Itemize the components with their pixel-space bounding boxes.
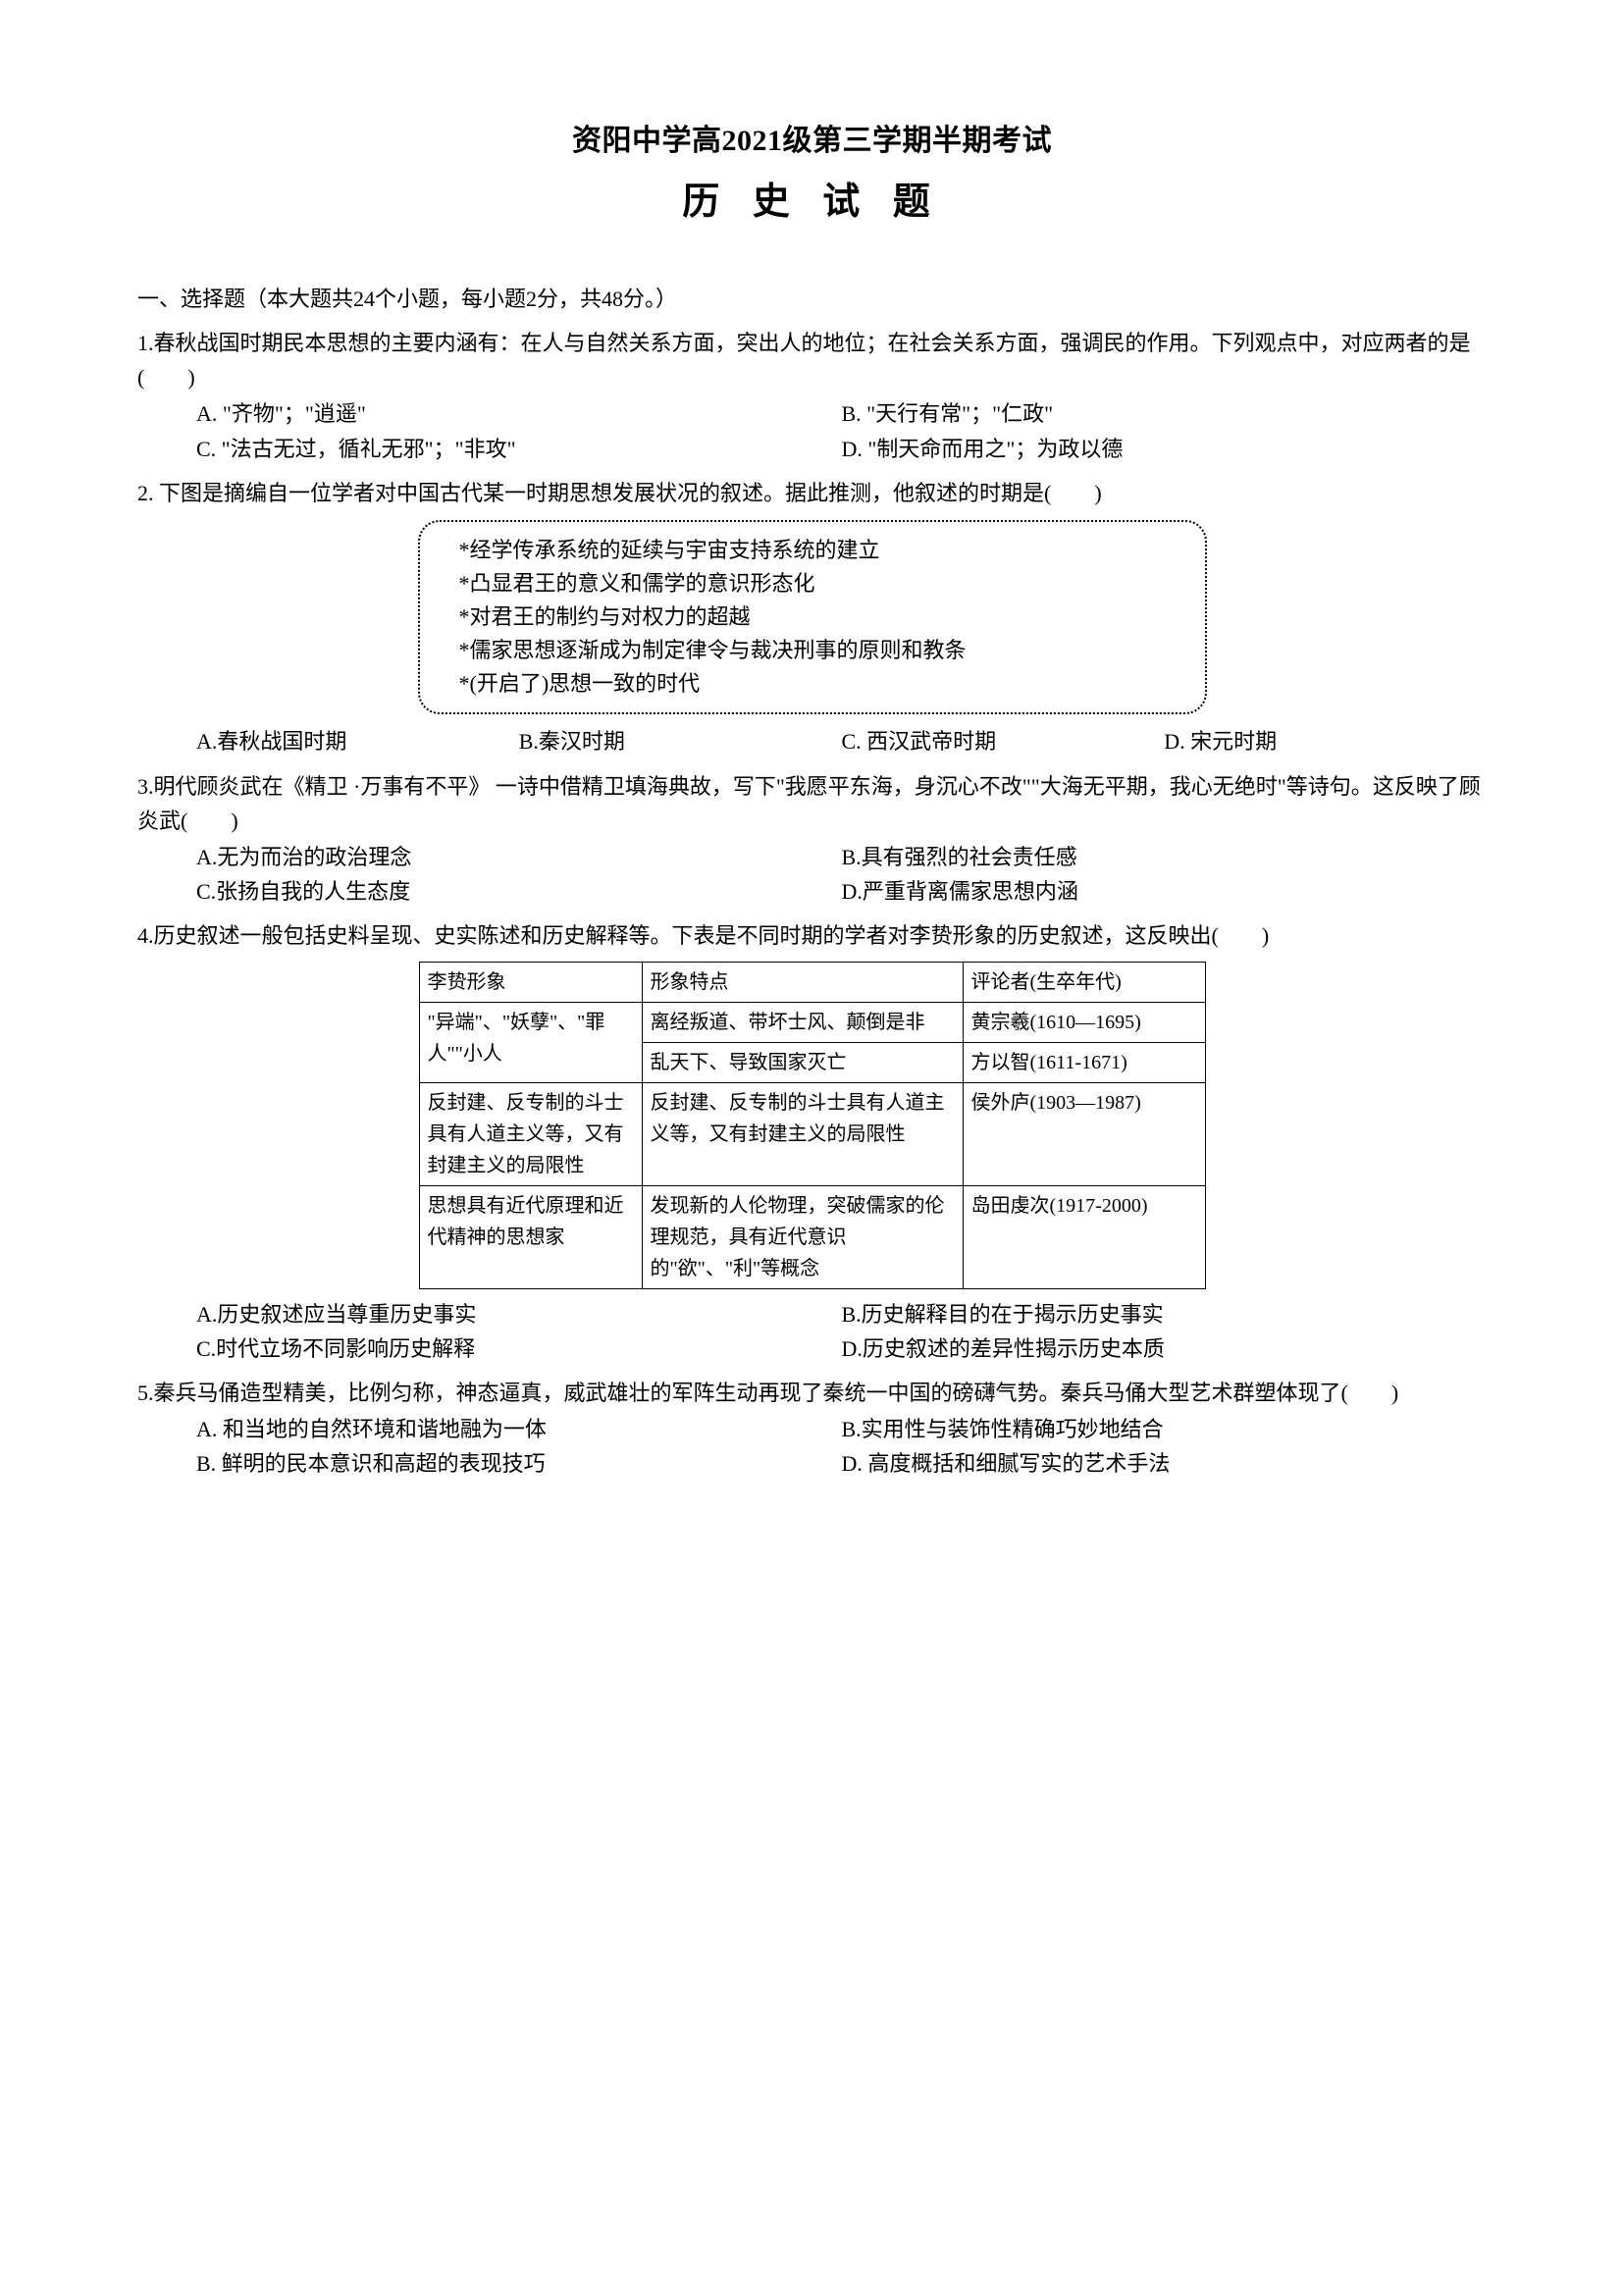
q3-opt-d: D.严重背离儒家思想内涵 <box>842 874 1488 909</box>
q4-r1c2: 离经叛道、带坏士风、颠倒是非 <box>642 1002 963 1042</box>
q3-opt-c: C.张扬自我的人生态度 <box>196 874 842 909</box>
q4-th-0: 李贽形象 <box>419 962 642 1002</box>
q1-opt-a: A. "齐物"；"逍遥" <box>196 396 842 431</box>
section-intro: 一、选择题（本大题共24个小题，每小题2分，共48分。） <box>137 282 1487 316</box>
q2-stem: 2. 下图是摘编自一位学者对中国古代某一时期思想发展状况的叙述。据此推测，他叙述… <box>137 476 1487 510</box>
q4-r1c3: 黄宗羲(1610—1695) <box>963 1002 1205 1042</box>
q1-opt-b: B. "天行有常"；"仁政" <box>842 396 1488 431</box>
q3-opt-b: B.具有强烈的社会责任感 <box>842 840 1488 874</box>
q4-opt-d: D.历史叙述的差异性揭示历史本质 <box>842 1331 1488 1366</box>
q5-opt-b: B.实用性与装饰性精确巧妙地结合 <box>842 1412 1488 1446</box>
q4-r2c3: 方以智(1611-1671) <box>963 1042 1205 1082</box>
question-1: 1.春秋战国时期民本思想的主要内涵有：在人与自然关系方面，突出人的地位；在社会关… <box>137 326 1487 466</box>
q4-opt-c: C.时代立场不同影响历史解释 <box>196 1331 842 1366</box>
q2-box-line-2: *对君王的制约与对权力的超越 <box>459 600 1166 634</box>
q4-stem: 4.历史叙述一般包括史料呈现、史实陈述和历史解释等。下表是不同时期的学者对李贽形… <box>137 918 1487 953</box>
q4-opt-b: B.历史解释目的在于揭示历史事实 <box>842 1297 1488 1331</box>
q4-th-1: 形象特点 <box>642 962 963 1002</box>
q1-opt-d: D. "制天命而用之"；为政以德 <box>842 432 1488 466</box>
question-4: 4.历史叙述一般包括史料呈现、史实陈述和历史解释等。下表是不同时期的学者对李贽形… <box>137 918 1487 1366</box>
q4-opt-a: A.历史叙述应当尊重历史事实 <box>196 1297 842 1331</box>
q4-r4c3: 岛田虔次(1917-2000) <box>963 1185 1205 1288</box>
question-3: 3.明代顾炎武在《精卫 ·万事有不平》 一诗中借精卫填海典故，写下"我愿平东海，… <box>137 769 1487 910</box>
q4-r3c3: 侯外庐(1903—1987) <box>963 1082 1205 1185</box>
q2-opt-a: A.春秋战国时期 <box>196 724 519 758</box>
q2-box-line-3: *儒家思想逐渐成为制定律令与裁决刑事的原则和教条 <box>459 634 1166 667</box>
q1-opt-c: C. "法古无过，循礼无邪"；"非攻" <box>196 432 842 466</box>
subject-title: 历 史 试 题 <box>137 173 1487 233</box>
exam-title: 资阳中学高2021级第三学期半期考试 <box>137 118 1487 165</box>
q4-r1c1: "异端"、"妖孽"、"罪人""小人 <box>419 1002 642 1082</box>
q5-opt-d: D. 高度概括和细腻写实的艺术手法 <box>842 1446 1488 1481</box>
q5-stem: 5.秦兵马俑造型精美，比例匀称，神态逼真，威武雄壮的军阵生动再现了秦统一中国的磅… <box>137 1376 1487 1410</box>
q2-box: *经学传承系统的延续与宇宙支持系统的建立 *凸显君王的意义和儒学的意识形态化 *… <box>418 520 1207 714</box>
q1-stem: 1.春秋战国时期民本思想的主要内涵有：在人与自然关系方面，突出人的地位；在社会关… <box>137 326 1487 394</box>
q3-opt-a: A.无为而治的政治理念 <box>196 840 842 874</box>
q2-box-line-4: *(开启了)思想一致的时代 <box>459 667 1166 701</box>
q4-r3c1: 反封建、反专制的斗士具有人道主义等，又有封建主义的局限性 <box>419 1082 642 1185</box>
q4-r3c2: 反封建、反专制的斗士具有人道主义等，又有封建主义的局限性 <box>642 1082 963 1185</box>
question-2: 2. 下图是摘编自一位学者对中国古代某一时期思想发展状况的叙述。据此推测，他叙述… <box>137 476 1487 759</box>
q5-opt-c: B. 鲜明的民本意识和高超的表现技巧 <box>196 1446 842 1481</box>
q4-table: 李贽形象 形象特点 评论者(生卒年代) "异端"、"妖孽"、"罪人""小人 离经… <box>419 962 1206 1289</box>
q2-opt-d: D. 宋元时期 <box>1164 724 1487 758</box>
q4-th-2: 评论者(生卒年代) <box>963 962 1205 1002</box>
q3-stem: 3.明代顾炎武在《精卫 ·万事有不平》 一诗中借精卫填海典故，写下"我愿平东海，… <box>137 769 1487 838</box>
q4-r4c1: 思想具有近代原理和近代精神的思想家 <box>419 1185 642 1288</box>
q4-r4c2: 发现新的人伦物理，突破儒家的伦理规范，具有近代意识的"欲"、"利"等概念 <box>642 1185 963 1288</box>
q2-opt-b: B.秦汉时期 <box>519 724 842 758</box>
q2-box-line-1: *凸显君王的意义和儒学的意识形态化 <box>459 567 1166 600</box>
q4-r2c2: 乱天下、导致国家灭亡 <box>642 1042 963 1082</box>
q2-box-line-0: *经学传承系统的延续与宇宙支持系统的建立 <box>459 534 1166 567</box>
q2-opt-c: C. 西汉武帝时期 <box>842 724 1165 758</box>
question-5: 5.秦兵马俑造型精美，比例匀称，神态逼真，威武雄壮的军阵生动再现了秦统一中国的磅… <box>137 1376 1487 1482</box>
q5-opt-a: A. 和当地的自然环境和谐地融为一体 <box>196 1412 842 1446</box>
